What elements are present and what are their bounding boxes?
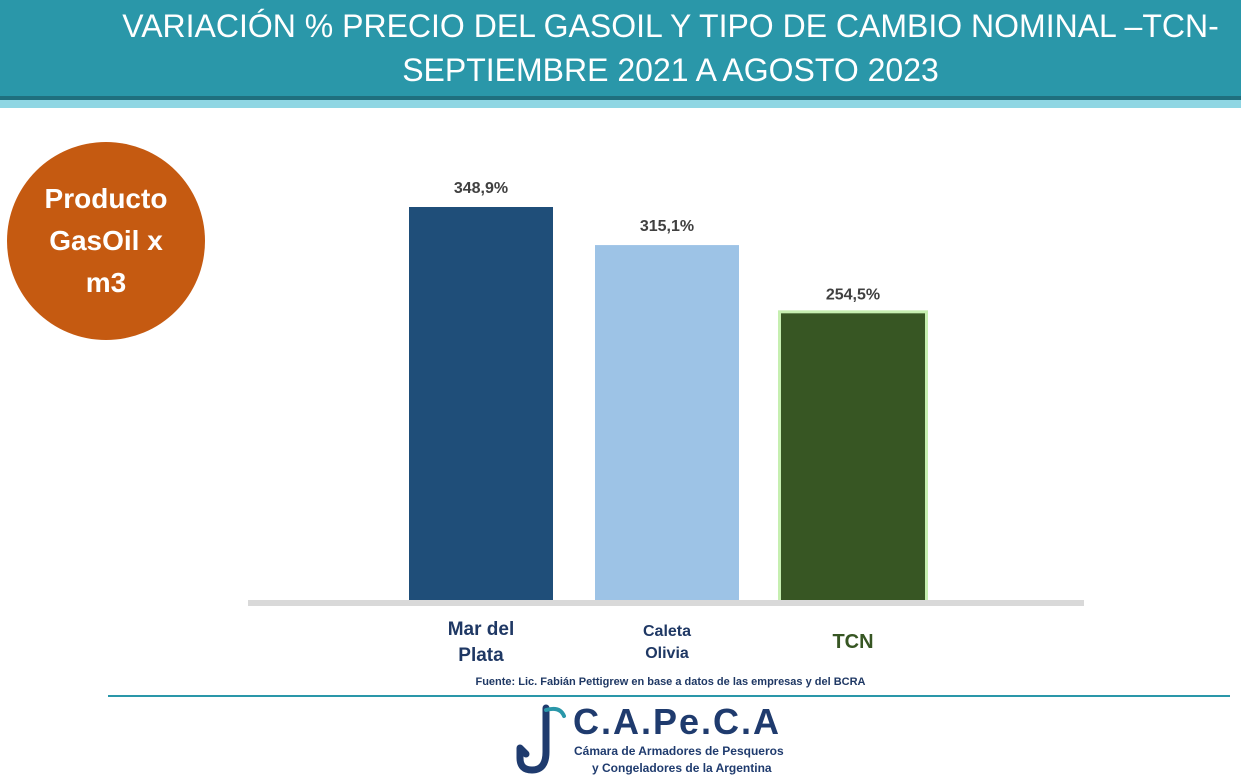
x-tick-label-2: TCN [832, 631, 874, 653]
x-axis-baseline [248, 600, 1084, 606]
data-label-0: 348,9% [454, 180, 508, 197]
logo-subtitle-2: y Congeladores de la Argentina [592, 761, 772, 775]
capeca-logo: C.A.Pe.C.A Cámara de Armadores de Pesque… [516, 702, 826, 778]
page-title: VARIACIÓN % PRECIO DEL GASOIL Y TIPO DE … [0, 4, 1241, 92]
data-label-1: 315,1% [640, 218, 694, 235]
logo-subtitle-1: Cámara de Armadores de Pesqueros [574, 744, 784, 758]
footer-rule [108, 695, 1230, 697]
header-bar: VARIACIÓN % PRECIO DEL GASOIL Y TIPO DE … [0, 0, 1241, 96]
bar-0 [409, 207, 553, 600]
x-tick-label-0: Mar del Plata [447, 619, 515, 666]
title-line-1: VARIACIÓN % PRECIO DEL GASOIL Y TIPO DE … [122, 8, 1219, 44]
bar-chart: 348,9% 315,1% 254,5% [248, 180, 1084, 606]
bar-2 [781, 313, 925, 600]
source-note: Fuente: Lic. Fabián Pettigrew en base a … [475, 676, 866, 688]
logo-name: C.A.Pe.C.A [573, 701, 782, 742]
header-stripe-light [0, 100, 1241, 108]
fish-hook-icon [516, 704, 566, 774]
product-badge-text: Producto GasOil x m3 [44, 183, 168, 298]
data-label-2: 254,5% [826, 286, 880, 303]
product-badge: Producto GasOil x m3 [7, 142, 205, 340]
title-line-2: SEPTIEMBRE 2021 A AGOSTO 2023 [402, 52, 939, 88]
header-stripe-dark [0, 96, 1241, 100]
bar-1 [595, 245, 739, 601]
x-tick-label-1: Caleta Olivia [642, 623, 692, 662]
